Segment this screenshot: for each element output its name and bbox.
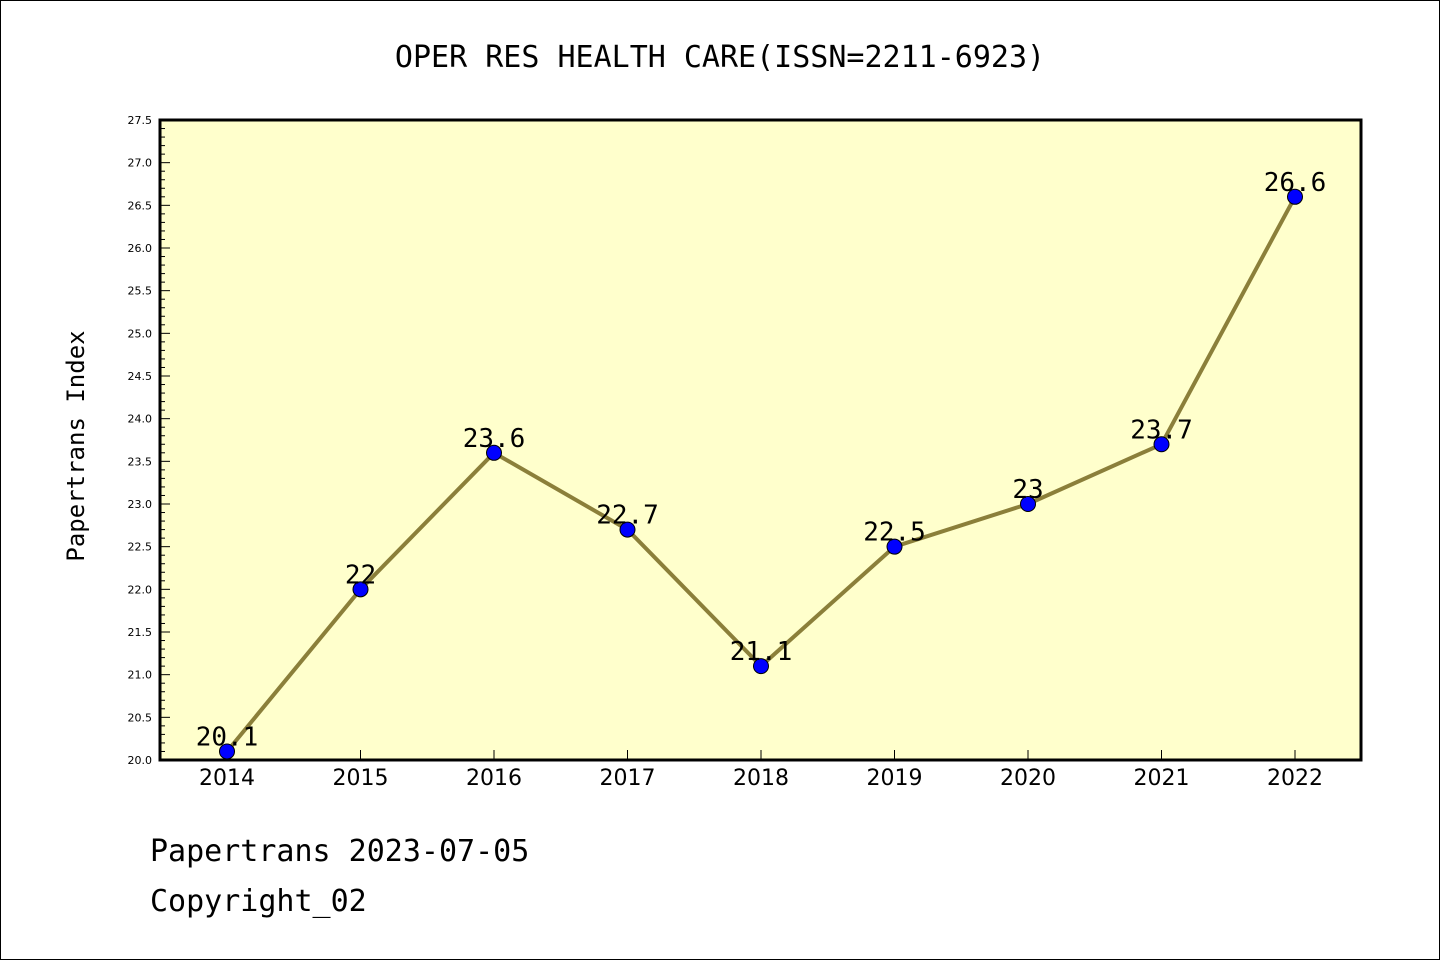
data-label: 20.1 [196, 722, 259, 752]
x-tick-label: 2021 [1134, 766, 1190, 791]
data-label: 23 [1012, 475, 1043, 505]
x-tick-label: 2019 [867, 766, 923, 791]
y-tick-label: 25.5 [128, 285, 153, 298]
y-tick-label: 21.5 [128, 626, 153, 639]
data-point [1287, 188, 1303, 205]
data-label: 23.7 [1130, 415, 1193, 445]
data-label: 21.1 [730, 637, 793, 667]
footer-date: Papertrans 2023-07-05 [150, 834, 530, 869]
y-tick-label: 20.5 [128, 711, 153, 724]
data-point [886, 538, 903, 555]
y-tick-label: 22.0 [128, 583, 153, 596]
y-tick-label: 26.0 [128, 242, 153, 255]
y-tick-label: 22.5 [128, 541, 153, 554]
data-label: 23.6 [463, 424, 526, 454]
data-label: 22.5 [863, 518, 926, 548]
data-label: 26.6 [1264, 168, 1327, 198]
chart-title: OPER RES HEALTH CARE(ISSN=2211-6923) [395, 40, 1045, 75]
x-tick-label: 2022 [1267, 766, 1323, 791]
y-tick-label: 21.0 [128, 669, 153, 682]
y-tick-label: 24.0 [128, 413, 153, 426]
y-tick-label: 27.0 [128, 157, 153, 170]
footer-copyright: Copyright_02 [150, 884, 367, 919]
x-tick-label: 2020 [1000, 766, 1056, 791]
x-tick-label: 2015 [333, 766, 389, 791]
data-point [352, 581, 369, 598]
data-point [486, 444, 502, 461]
y-axis-label: Papertrans Index [62, 330, 90, 561]
data-label: 22.7 [596, 501, 659, 531]
data-point [1020, 496, 1036, 512]
x-tick-label: 2016 [466, 766, 522, 791]
data-label: 22 [345, 560, 376, 590]
data-point [619, 521, 636, 538]
x-tick-label: 2014 [199, 766, 255, 791]
x-tick-label: 2018 [733, 766, 789, 791]
y-tick-label: 20.0 [128, 754, 153, 767]
y-tick-label: 26.5 [128, 199, 153, 212]
y-tick-label: 27.5 [128, 114, 153, 127]
y-tick-label: 23.0 [128, 498, 153, 511]
y-axis-ticks: 20.0 20.5 21.0 21.5 22.0 22.5 23.0 23.5 24.0 24.5… [128, 114, 170, 767]
x-axis-ticks: 2014 2015 2016 2017 2018 2019 2020 2021 2022 [199, 750, 1323, 791]
x-tick-label: 2017 [600, 766, 656, 791]
y-tick-label: 24.5 [128, 370, 153, 383]
data-labels: 20.1 22 23.6 22.7 21.1 22.5 23 23.7 26.6 [196, 168, 1327, 753]
y-tick-label: 25.0 [128, 327, 153, 340]
plot-border [158, 118, 1363, 762]
data-point [753, 658, 769, 675]
y-tick-label: 23.5 [128, 455, 153, 468]
data-point [1153, 436, 1170, 453]
data-markers [219, 188, 1303, 760]
